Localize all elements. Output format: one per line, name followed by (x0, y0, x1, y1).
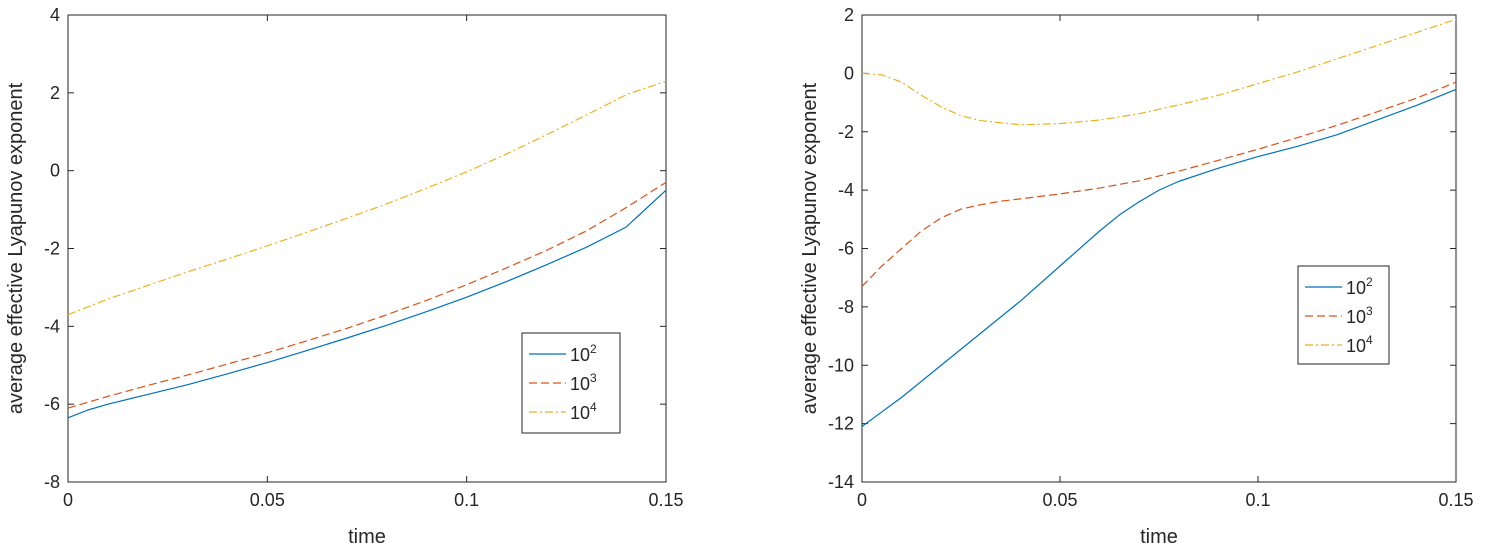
legend-entry-10-2: 102 (570, 342, 597, 365)
legend-base: 10 (570, 374, 590, 394)
x-tick-label: 0.05 (250, 490, 285, 510)
x-tick-label: 0.15 (648, 490, 683, 510)
y-tick-label: -4 (838, 180, 854, 200)
legend-box (1297, 265, 1390, 365)
legend-base: 10 (1346, 307, 1366, 327)
y-tick-label: 0 (50, 161, 60, 181)
y-axis-label: average effective Lyapunov exponent (5, 82, 27, 414)
y-tick-label: 4 (50, 5, 60, 25)
x-tick-label: 0.1 (454, 490, 479, 510)
legend-exponent: 3 (590, 371, 597, 385)
series-line-10-2 (861, 88, 1457, 428)
legend-exponent: 2 (590, 342, 597, 356)
legend-entry-10-4: 104 (570, 400, 597, 423)
legend-box (521, 332, 621, 434)
legend-base: 10 (1346, 336, 1366, 356)
legend-exponent: 3 (1366, 304, 1373, 318)
y-tick-label: -8 (44, 472, 60, 492)
series-line-10-4 (861, 18, 1457, 126)
legend-base: 10 (570, 403, 590, 423)
legend-exponent: 4 (590, 400, 597, 414)
series-line-10-2 (67, 189, 667, 419)
y-tick-label: -6 (44, 394, 60, 414)
series-line-10-4 (67, 80, 667, 316)
x-tick-label: 0 (857, 490, 867, 510)
axes-box (861, 14, 1457, 483)
series-line-10-3 (861, 81, 1457, 287)
x-axis-label: time (1140, 526, 1178, 548)
x-tick-label: 0 (63, 490, 73, 510)
series-line-10-3 (67, 181, 667, 409)
legend-exponent: 4 (1366, 333, 1373, 347)
y-tick-label: -4 (44, 316, 60, 336)
y-axis-label: average effective Lyapunov exponent (799, 82, 821, 414)
legend-entry-10-4: 104 (1346, 333, 1373, 356)
legend-entry-10-3: 103 (1346, 304, 1373, 327)
x-tick-label: 0.1 (1245, 490, 1270, 510)
y-tick-label: -2 (44, 239, 60, 259)
y-tick-label: -12 (828, 414, 854, 434)
y-tick-label: 0 (844, 63, 854, 83)
y-tick-label: -6 (838, 239, 854, 259)
y-tick-label: -10 (828, 355, 854, 375)
chart-panel-2: 0 0.05 0.1 0.15 -14 -12 -10 -8 -6 -4 -2 0 2 time avera… (799, 5, 1474, 548)
y-tick-label: 2 (50, 83, 60, 103)
y-tick-label: -2 (838, 122, 854, 142)
x-tick-label: 0.15 (1438, 490, 1473, 510)
x-axis-label: time (348, 526, 386, 548)
y-tick-label: -14 (828, 472, 854, 492)
legend-base: 10 (570, 345, 590, 365)
chart-panel-1: 0 0.05 0.1 0.15 -8 -6 -4 -2 0 2 4 time average effec… (5, 5, 684, 548)
y-tick-label: -8 (838, 297, 854, 317)
legend-entry-10-3: 103 (570, 371, 597, 394)
legend-base: 10 (1346, 278, 1366, 298)
legend-exponent: 2 (1366, 275, 1373, 289)
x-tick-label: 0.05 (1042, 490, 1077, 510)
y-tick-label: 2 (844, 5, 854, 25)
legend-entry-10-2: 102 (1346, 275, 1373, 298)
